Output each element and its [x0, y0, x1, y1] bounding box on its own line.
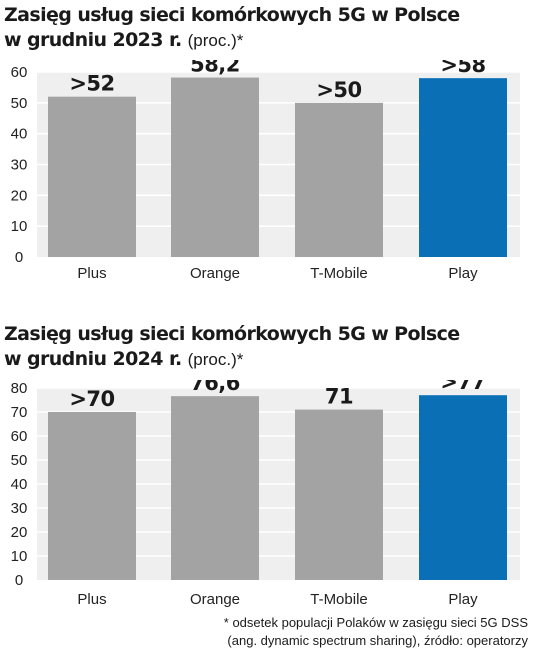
y-tick-label: 40 [11, 476, 28, 493]
y-tick-label: 0 [15, 249, 23, 266]
chart-title-date-2023: w grudniu 2023 r. [4, 29, 182, 51]
bar-chart-2023: 0 10 20 30 40 50 60 >52 Plus 58,2 Orange >50 T-Mobil… [11, 60, 520, 282]
bar-orange [171, 77, 259, 257]
chart-title-main-2024: Zasięg usług sieci komórkowych 5G w Pols… [4, 323, 460, 345]
y-tick-label: 50 [11, 95, 28, 112]
footnote-line-1: * odsetek populacji Polaków w zasięgu si… [223, 615, 528, 630]
y-tick-label: 20 [11, 187, 28, 204]
bar-chart-2024: 0 10 20 30 40 50 60 70 80 >70 Plus 76,6 Orange 71 T-Mo… [11, 380, 520, 608]
y-tick-label: 60 [11, 428, 28, 445]
data-label: 76,6 [190, 380, 240, 395]
y-tick-label: 80 [11, 380, 28, 397]
bar-play [419, 395, 507, 580]
y-tick-label: 20 [11, 524, 28, 541]
x-category-label: Plus [77, 265, 106, 282]
x-category-label: Plus [77, 591, 106, 608]
chart-title-date-2024: w grudniu 2024 r. [4, 348, 182, 370]
chart-title-2024: Zasięg usług sieci komórkowych 5G w Pols… [4, 322, 532, 372]
footnote-line-2: (ang. dynamic spectrum sharing), źródło:… [227, 633, 528, 648]
y-tick-label: 60 [11, 64, 28, 81]
y-tick-label: 50 [11, 452, 28, 469]
data-label: >50 [316, 78, 361, 102]
x-category-label: T-Mobile [310, 265, 368, 282]
x-category-label: Play [448, 591, 478, 608]
data-label: >52 [69, 72, 114, 96]
y-tick-label: 30 [11, 500, 28, 517]
bar-t-mobile [295, 409, 383, 580]
data-label: >77 [440, 380, 485, 394]
bar-orange [171, 396, 259, 580]
x-category-label: Play [448, 265, 478, 282]
chart-title-unit-2024: (proc.)* [187, 350, 244, 369]
x-category-label: Orange [190, 265, 240, 282]
bar-plus [48, 412, 136, 580]
x-category-label: T-Mobile [310, 591, 368, 608]
footnote: * odsetek populacji Polaków w zasięgu si… [224, 614, 528, 650]
bar-t-mobile [295, 102, 383, 257]
y-tick-label: 10 [11, 548, 28, 565]
chart-title-main-2023: Zasięg usług sieci komórkowych 5G w Pols… [4, 4, 460, 26]
data-label: >70 [69, 387, 114, 411]
y-tick-label: 70 [11, 404, 28, 421]
y-tick-label: 10 [11, 218, 28, 235]
y-tick-label: 0 [15, 572, 23, 589]
data-label: >58 [440, 60, 485, 77]
bar-play [419, 78, 507, 258]
y-tick-label: 30 [11, 157, 28, 174]
data-label: 71 [325, 385, 353, 409]
bar-plus [48, 96, 136, 257]
chart-title-unit-2023: (proc.)* [187, 31, 244, 50]
chart-title-2023: Zasięg usług sieci komórkowych 5G w Pols… [4, 3, 532, 53]
y-tick-label: 40 [11, 126, 28, 143]
x-category-label: Orange [190, 591, 240, 608]
data-label: 58,2 [190, 60, 240, 77]
